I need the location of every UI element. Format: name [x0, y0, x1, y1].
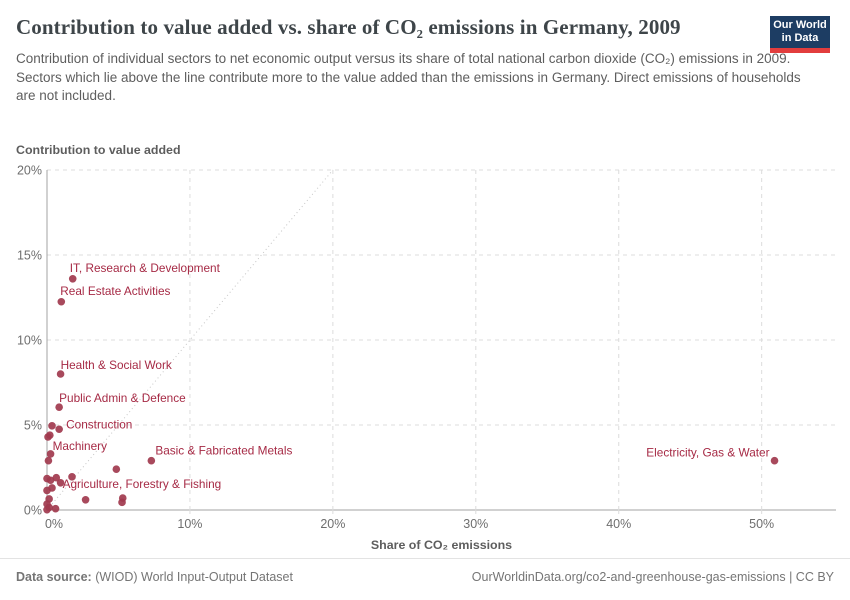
scatter-point[interactable] [44, 433, 52, 441]
y-tick-label: 0% [24, 503, 42, 517]
scatter-point[interactable] [51, 504, 60, 513]
y-tick-label: 5% [24, 418, 42, 432]
scatter-point[interactable] [56, 370, 65, 378]
x-tick-label: 0% [45, 517, 63, 531]
point-label[interactable]: Construction [66, 417, 132, 431]
x-tick-label: 50% [749, 517, 774, 531]
scatter-point[interactable] [68, 473, 76, 481]
scatter-point[interactable] [112, 465, 121, 474]
data-source-label: Data source: [16, 570, 92, 584]
scatter-point[interactable] [46, 450, 55, 458]
y-tick-label: 20% [17, 163, 42, 177]
scatter-point[interactable] [147, 456, 156, 465]
chart-title: Contribution to value added vs. share of… [16, 15, 681, 39]
scatter-point[interactable] [55, 403, 63, 411]
x-axis-title: Share of CO₂ emissions [371, 538, 512, 552]
scatter-point[interactable] [43, 474, 51, 483]
scatter-point[interactable] [43, 505, 51, 514]
x-tick-label: 20% [320, 517, 345, 531]
scatter-point[interactable] [55, 425, 63, 434]
scatter-point[interactable] [56, 479, 65, 487]
point-label[interactable]: Electricity, Gas & Water [646, 446, 769, 460]
chart-footer: Data source: (WIOD) World Input-Output D… [0, 558, 850, 584]
y-tick-label: 10% [17, 333, 42, 347]
owid-logo-text: Our World in Data [770, 16, 830, 48]
scatter-point[interactable] [770, 456, 779, 465]
scatter-point[interactable] [52, 473, 61, 482]
x-tick-label: 30% [463, 517, 488, 531]
scatter-point[interactable] [118, 498, 126, 507]
point-label[interactable]: Agriculture, Forestry & Fishing [63, 477, 222, 491]
scatter-point[interactable] [48, 422, 56, 430]
data-source-value[interactable]: (WIOD) World Input-Output Dataset [91, 570, 293, 584]
data-source: Data source: (WIOD) World Input-Output D… [16, 570, 293, 584]
owid-logo[interactable]: Our World in Data [770, 16, 830, 53]
point-label[interactable]: Health & Social Work [61, 358, 172, 372]
point-label[interactable]: Real Estate Activities [60, 284, 170, 298]
scatter-point[interactable] [68, 275, 77, 283]
owid-logo-stripe [770, 48, 830, 53]
point-label[interactable]: IT, Research & Development [70, 261, 221, 275]
scatter-point[interactable] [81, 496, 90, 504]
scatter-point[interactable] [44, 456, 53, 465]
point-label[interactable]: Basic & Fabricated Metals [155, 444, 292, 458]
point-label[interactable]: Public Admin & Defence [59, 391, 186, 405]
scatter-point[interactable] [43, 486, 51, 495]
scatter-point[interactable] [57, 297, 66, 306]
y-axis-title: Contribution to value added [16, 143, 181, 157]
x-tick-label: 10% [177, 517, 202, 531]
chart-subtitle: Contribution of individual sectors to ne… [16, 50, 801, 104]
credit-link[interactable]: OurWorldinData.org/co2-and-greenhouse-ga… [471, 570, 834, 584]
x-tick-label: 40% [606, 517, 631, 531]
chart-header: Contribution to value added vs. share of… [16, 14, 836, 106]
y-tick-label: 15% [17, 248, 42, 262]
point-label[interactable]: Machinery [53, 439, 108, 453]
